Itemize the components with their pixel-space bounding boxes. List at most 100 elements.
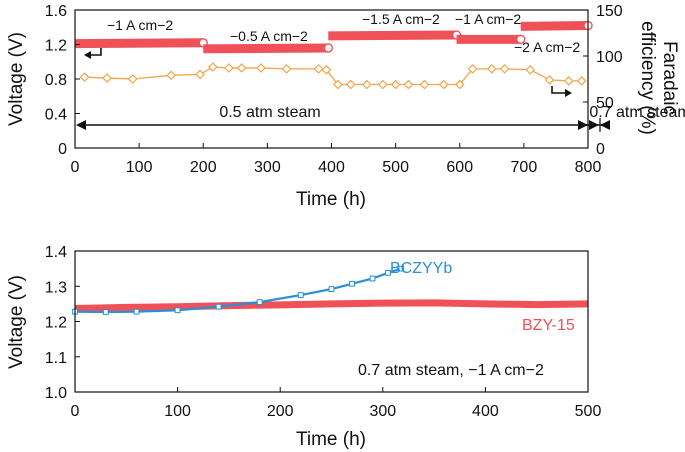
bczyyb-point (398, 265, 405, 272)
voltage-segment-end-marker-2 (323, 43, 333, 53)
current-label-4: −1 A cm−2 (455, 11, 521, 27)
bczyyb-point (215, 303, 222, 310)
bottom-y-tick-label: 1.4 (45, 244, 67, 261)
faradaic-efficiency-point (333, 79, 343, 90)
top-y-tick-label: 0.8 (45, 72, 67, 89)
voltage-segment-end-marker-4 (515, 34, 526, 45)
bczyyb-point (297, 292, 304, 298)
left-axis-indicator-arrow (84, 48, 102, 59)
faradaic-efficiency-point (419, 79, 430, 90)
faradaic-efficiency-point (486, 64, 497, 74)
top-axes: 0 100 200 300 400 500 600 700 80000.40.81.21.605… (45, 3, 623, 176)
steam1-bg (208, 102, 332, 120)
top-x-tick-label: 300 (254, 159, 281, 176)
top-y-tick-label: 1.2 (45, 38, 67, 55)
faradaic-efficiency-point (361, 79, 372, 90)
faradaic-efficiency-point (127, 74, 138, 84)
bottom-x-axis-title: Time (h) (296, 429, 366, 450)
top-y2-axis-title-line1: Faradaic (659, 41, 680, 115)
top-y2-tick-label: 150 (596, 3, 623, 20)
bottom-panel: 0 100 200 300 400 500 1.0 1.1 1.2 1.3 1.4 BCZYYb B… (6, 244, 601, 450)
steam-arrow-2 (578, 120, 610, 130)
steam-arrow-1 (76, 120, 599, 130)
top-x-tick-label: 400 (318, 159, 345, 176)
bottom-series-group (72, 265, 589, 315)
top-x-tick-label: 200 (190, 159, 217, 176)
current-label-5: −2 A cm−2 (514, 39, 580, 55)
top-x-tick-label: 800 (575, 159, 602, 176)
voltage-segment-2 (203, 43, 329, 54)
bottom-y-axis-title: Voltage (V) (6, 275, 27, 369)
top-x-tick-label: 700 (511, 159, 538, 176)
top-y2-tick-label: 100 (596, 49, 623, 66)
right-axis-indicator-arrow (551, 86, 572, 97)
top-y2-axis-title-line2: efficiency (%) (637, 21, 658, 135)
top-x-tick-label: 0 (71, 159, 80, 176)
faradaic-efficiency-point (281, 64, 292, 74)
top-y-tick-label: 0 (58, 141, 67, 158)
bczyyb-legend-label: BCZYYb (390, 260, 452, 277)
faradaic-efficiency-point (525, 64, 536, 75)
bottom-x-tick-label: 400 (472, 403, 499, 420)
steam2-label: 0.7 atm steam (589, 104, 685, 121)
current-label-2: −0.5 A cm−2 (230, 28, 308, 44)
bczyyb-point (133, 308, 140, 315)
bottom-axes: 0 100 200 300 400 500 1.0 1.1 1.2 1.3 1.4 (45, 244, 602, 420)
top-y-axis-title: Voltage (V) (6, 32, 27, 126)
bottom-x-tick-label: 500 (575, 403, 602, 420)
top-x-axis-title: Time (h) (296, 189, 366, 210)
top-y2-tick-label: 50 (596, 95, 614, 112)
faradaic-efficiency-point (256, 63, 266, 73)
top-x-tick-label: 100 (126, 159, 153, 176)
bottom-condition-label: 0.7 atm steam, −1 A cm−2 (358, 362, 544, 379)
current-label-1: −1 A cm−2 (107, 17, 173, 33)
faradaic-efficiency-point (321, 64, 332, 75)
bottom-y-tick-label: 1.0 (45, 385, 67, 402)
faradaic-efficiency-point (166, 70, 177, 81)
voltage-segment-5 (520, 21, 589, 31)
bottom-x-tick-label: 100 (164, 403, 191, 420)
faradaic-efficiency-point (224, 63, 234, 73)
faradaic-efficiency-point (208, 62, 218, 72)
faradaic-efficiency-point (313, 64, 324, 74)
faradaic-efficiency-line (84, 66, 582, 86)
faradaic-efficiency-point (390, 79, 401, 90)
current-label-3: −1.5 A cm−2 (362, 11, 440, 27)
top-series-group (74, 20, 593, 90)
faradaic-efficiency-point (438, 79, 449, 90)
top-y2-tick-label: 0 (596, 141, 605, 158)
top-panel: 0 100 200 300 400 500 600 700 80000.40.81.21.605… (6, 3, 685, 210)
faradaic-efficiency-point (377, 79, 388, 90)
faradaic-efficiency-point (544, 75, 555, 85)
faradaic-efficiency-point (102, 73, 112, 83)
faradaic-efficiency-point (563, 75, 574, 86)
steam1-label: 0.5 atm steam (219, 104, 320, 121)
bzy15-line (74, 299, 589, 312)
faradaic-efficiency-point (499, 64, 510, 74)
bottom-x-tick-label: 0 (71, 403, 80, 420)
bottom-y-tick-label: 1.2 (45, 315, 67, 332)
top-y-tick-label: 1.6 (45, 3, 67, 20)
bczyyb-point (174, 307, 181, 314)
faradaic-efficiency-point (345, 79, 356, 90)
faradaic-efficiency-point (236, 63, 247, 73)
bottom-x-tick-label: 200 (267, 403, 294, 420)
top-y-tick-label: 0.4 (45, 107, 67, 124)
faradaic-efficiency-point (467, 64, 478, 74)
bzy15-legend-label: BZY-15 (522, 317, 575, 334)
bczyyb-point (328, 286, 335, 292)
bczyyb-point (385, 269, 391, 276)
faradaic-efficiency-point (576, 75, 587, 86)
bczyyb-point (369, 275, 376, 282)
bczyyb-point (349, 280, 355, 287)
bottom-x-tick-label: 300 (369, 403, 396, 420)
top-x-tick-label: 500 (382, 159, 409, 176)
faradaic-efficiency-point (454, 79, 465, 90)
bottom-y-tick-label: 1.3 (45, 279, 67, 296)
voltage-segment-1 (74, 38, 204, 49)
faradaic-efficiency-point (79, 72, 90, 83)
top-x-tick-label: 600 (446, 159, 473, 176)
bottom-y-tick-label: 1.1 (45, 350, 67, 367)
voltage-segment-3 (328, 30, 457, 41)
